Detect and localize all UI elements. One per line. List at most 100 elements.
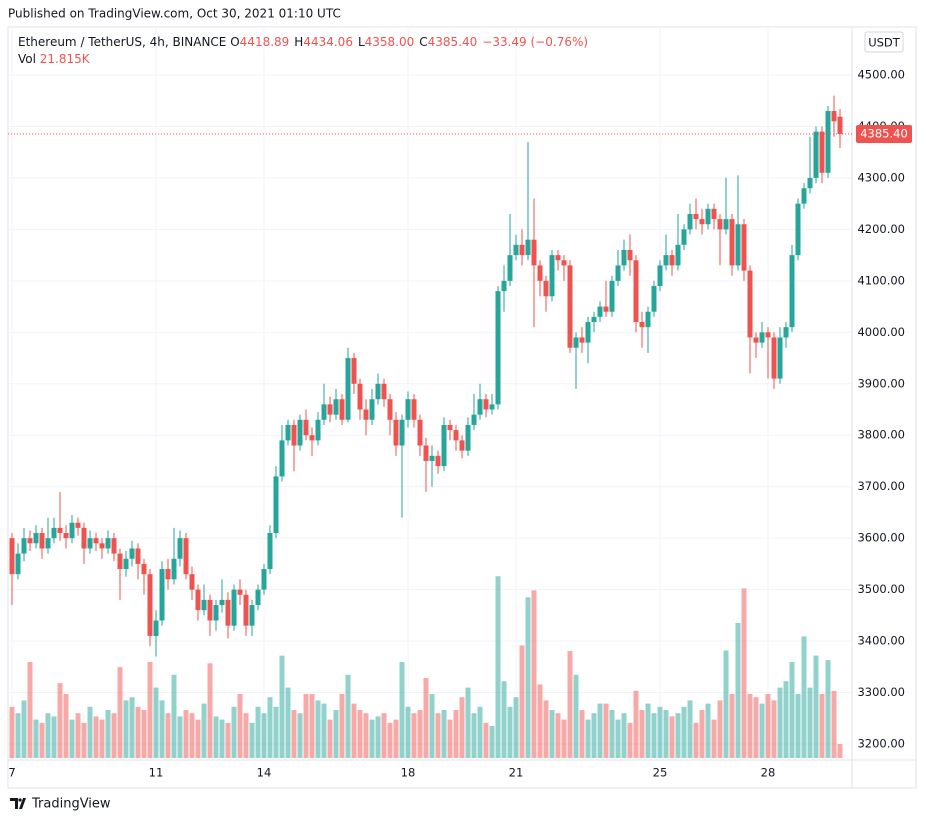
volume-bar xyxy=(471,713,477,758)
volume-bar xyxy=(39,722,45,758)
volume-bar xyxy=(9,706,15,758)
candle-body xyxy=(99,543,105,549)
volume-bar xyxy=(45,713,51,758)
candle-body xyxy=(447,424,453,431)
volume-bar xyxy=(357,710,363,758)
candle-body xyxy=(33,533,39,544)
close-label: C xyxy=(419,35,428,49)
candle-body xyxy=(585,322,591,343)
candle-body xyxy=(837,116,843,134)
candle-body xyxy=(51,527,57,539)
volume-bar xyxy=(603,703,609,758)
volume-bar xyxy=(567,651,573,758)
candle-body xyxy=(45,538,51,549)
candle-body xyxy=(219,599,225,606)
candle-body xyxy=(267,533,273,570)
currency[interactable]: USDT xyxy=(868,36,901,50)
volume-bar xyxy=(123,700,129,758)
candle-body xyxy=(279,440,285,477)
volume-bar xyxy=(339,694,345,758)
candle-body xyxy=(813,131,819,178)
volume-bar xyxy=(741,588,747,758)
volume-bar xyxy=(135,706,141,758)
volume-bar xyxy=(141,710,147,758)
candle-body xyxy=(213,605,219,621)
last-price-box xyxy=(856,124,912,143)
candle-body xyxy=(201,599,207,611)
candle-body xyxy=(543,280,549,297)
candle-body xyxy=(801,188,807,204)
candle-body xyxy=(501,280,507,292)
currency-button[interactable] xyxy=(864,31,904,53)
volume-bar xyxy=(543,700,549,758)
candle-body xyxy=(375,383,381,400)
volume-bar xyxy=(591,713,597,758)
candle-body xyxy=(27,538,33,544)
candle-body xyxy=(381,383,387,400)
candle-body xyxy=(387,399,393,420)
x-tick-label: 25 xyxy=(653,766,668,780)
volume-bar xyxy=(87,706,93,758)
candle-body xyxy=(189,574,195,590)
candle-body xyxy=(69,522,75,539)
volume-bar xyxy=(771,700,777,758)
footer-brand: TradingView xyxy=(31,797,111,812)
volume-bar xyxy=(801,636,807,758)
y-tick-label: 3600.00 xyxy=(857,531,905,545)
volume-bar xyxy=(129,697,135,758)
x-tick-label: 18 xyxy=(401,766,416,780)
volume-bar xyxy=(777,687,783,758)
volume-bar xyxy=(447,719,453,758)
volume-bar xyxy=(243,713,249,758)
volume-bar xyxy=(219,719,225,758)
volume-bar xyxy=(291,710,297,758)
volume-bar xyxy=(723,650,729,758)
candle-body xyxy=(711,208,717,220)
candle-body xyxy=(609,280,615,312)
candle-body xyxy=(399,419,405,446)
volume-bar xyxy=(525,597,531,758)
candle-body xyxy=(729,219,735,266)
volume-bar xyxy=(687,700,693,758)
y-tick-label: 4300.00 xyxy=(857,170,905,184)
candle-body xyxy=(483,399,489,410)
volume-bar xyxy=(399,662,405,758)
volume-bar xyxy=(189,713,195,758)
volume-bar xyxy=(297,713,303,758)
volume-bar xyxy=(285,687,291,758)
candle-body xyxy=(285,424,291,441)
y-tick-label: 3500.00 xyxy=(857,582,905,596)
candle-body xyxy=(777,337,783,379)
volume-bar xyxy=(177,716,183,758)
last-price-label: 4385.40 xyxy=(860,126,908,140)
volume-bar xyxy=(579,710,585,758)
candle-body xyxy=(693,213,699,220)
volume-bar xyxy=(99,719,105,758)
candle-body xyxy=(357,383,363,410)
candle-body xyxy=(147,574,153,636)
candle-body xyxy=(237,589,243,595)
x-tick-label: 28 xyxy=(761,766,776,780)
candle-body xyxy=(717,219,723,230)
candle-body xyxy=(573,337,579,348)
candle-body xyxy=(459,440,465,451)
candle-body xyxy=(105,538,111,549)
x-tick-label: 21 xyxy=(509,766,524,780)
volume-bar xyxy=(255,706,261,758)
volume-bar xyxy=(507,706,513,758)
candle-body xyxy=(81,527,87,549)
candle-body xyxy=(291,424,297,446)
candle-body xyxy=(567,265,573,348)
y-tick-label: 4100.00 xyxy=(857,273,905,287)
candle-body xyxy=(141,563,147,575)
candle-body xyxy=(393,419,399,446)
volume-bar xyxy=(717,700,723,758)
candle-body xyxy=(453,430,459,441)
volume-bar xyxy=(693,722,699,758)
volume-bar xyxy=(321,703,327,758)
candle-body xyxy=(435,455,441,467)
candle-body xyxy=(345,358,351,420)
y-tick-label: 3800.00 xyxy=(857,428,905,442)
candle-body xyxy=(111,538,117,554)
volume-bar xyxy=(783,681,789,758)
